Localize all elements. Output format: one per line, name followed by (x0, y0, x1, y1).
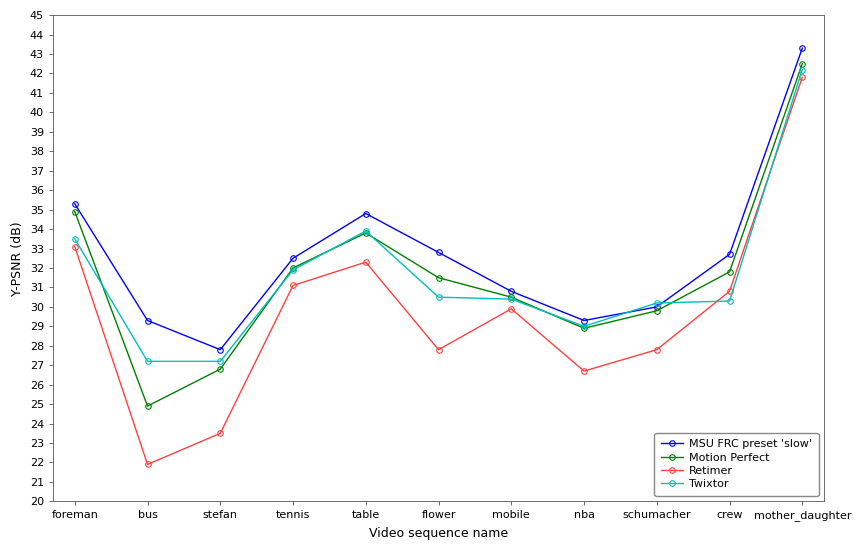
Legend: MSU FRC preset 'slow', Motion Perfect, Retimer, Twixtor: MSU FRC preset 'slow', Motion Perfect, R… (655, 433, 818, 496)
Motion Perfect (797, 61, 807, 67)
Motion Perfect (288, 264, 298, 271)
MSU FRC preset 'slow' (288, 255, 298, 262)
X-axis label: Video sequence name: Video sequence name (369, 527, 508, 540)
Motion Perfect (724, 268, 734, 275)
Twixtor (69, 235, 80, 242)
Motion Perfect (143, 403, 153, 409)
Retimer (579, 368, 589, 374)
MSU FRC preset 'slow' (361, 210, 371, 217)
Twixtor (651, 300, 662, 306)
Retimer (506, 305, 516, 312)
Motion Perfect (361, 230, 371, 236)
Twixtor (288, 267, 298, 273)
Motion Perfect (433, 274, 444, 281)
MSU FRC preset 'slow' (143, 317, 153, 324)
Twixtor (361, 228, 371, 234)
Retimer (797, 74, 807, 80)
Retimer (69, 244, 80, 250)
MSU FRC preset 'slow' (506, 288, 516, 295)
Twixtor (215, 358, 226, 365)
Twixtor (143, 358, 153, 365)
MSU FRC preset 'slow' (797, 45, 807, 51)
Y-axis label: Y-PSNR (dB): Y-PSNR (dB) (11, 221, 24, 295)
Twixtor (433, 294, 444, 300)
Motion Perfect (69, 208, 80, 215)
Line: Motion Perfect: Motion Perfect (72, 61, 805, 409)
Line: MSU FRC preset 'slow': MSU FRC preset 'slow' (72, 45, 805, 353)
Line: Retimer: Retimer (72, 74, 805, 467)
MSU FRC preset 'slow' (215, 347, 226, 353)
Motion Perfect (215, 366, 226, 372)
Twixtor (506, 296, 516, 302)
Retimer (724, 288, 734, 295)
MSU FRC preset 'slow' (724, 251, 734, 258)
Retimer (143, 461, 153, 468)
MSU FRC preset 'slow' (579, 317, 589, 324)
Twixtor (724, 298, 734, 304)
Motion Perfect (651, 307, 662, 314)
MSU FRC preset 'slow' (433, 249, 444, 256)
Retimer (433, 347, 444, 353)
Motion Perfect (579, 325, 589, 332)
Twixtor (797, 66, 807, 73)
Retimer (651, 347, 662, 353)
MSU FRC preset 'slow' (651, 304, 662, 310)
Retimer (288, 282, 298, 289)
Retimer (361, 259, 371, 266)
MSU FRC preset 'slow' (69, 201, 80, 207)
Twixtor (579, 323, 589, 329)
Motion Perfect (506, 294, 516, 300)
Line: Twixtor: Twixtor (72, 67, 805, 364)
Retimer (215, 430, 226, 436)
